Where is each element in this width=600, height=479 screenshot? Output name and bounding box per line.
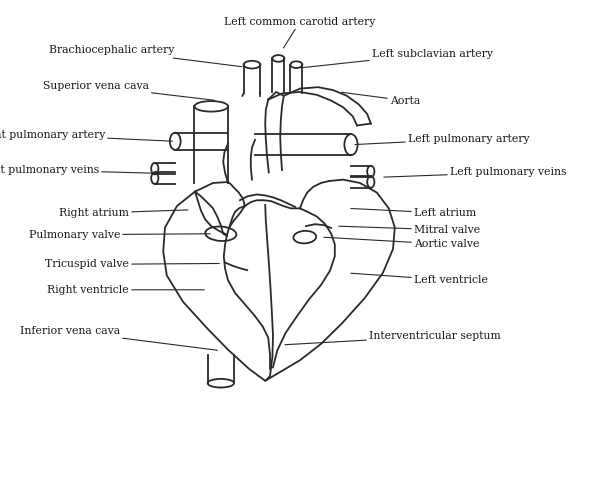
Text: Right pulmonary veins: Right pulmonary veins — [0, 165, 159, 175]
Text: Left common carotid artery: Left common carotid artery — [224, 17, 376, 48]
Text: Right atrium: Right atrium — [59, 208, 188, 218]
Text: Left subclavian artery: Left subclavian artery — [302, 49, 493, 68]
Text: Left ventricle: Left ventricle — [351, 273, 488, 285]
Text: Superior vena cava: Superior vena cava — [43, 81, 214, 100]
Text: Aortic valve: Aortic valve — [324, 237, 479, 249]
Text: Pulmonary valve: Pulmonary valve — [29, 230, 210, 240]
Text: Aorta: Aorta — [342, 92, 420, 105]
Text: Right pulmonary artery: Right pulmonary artery — [0, 130, 172, 141]
Text: Left pulmonary artery: Left pulmonary artery — [355, 134, 530, 145]
Text: Left pulmonary veins: Left pulmonary veins — [384, 168, 566, 177]
Text: Mitral valve: Mitral valve — [339, 225, 480, 235]
Text: Left atrium: Left atrium — [351, 208, 476, 218]
Text: Brachiocephalic artery: Brachiocephalic artery — [49, 46, 242, 67]
Text: Interventricular septum: Interventricular septum — [285, 331, 501, 345]
Text: Inferior vena cava: Inferior vena cava — [20, 327, 217, 350]
Text: Right ventricle: Right ventricle — [47, 285, 204, 295]
Text: Tricuspid valve: Tricuspid valve — [45, 260, 219, 269]
